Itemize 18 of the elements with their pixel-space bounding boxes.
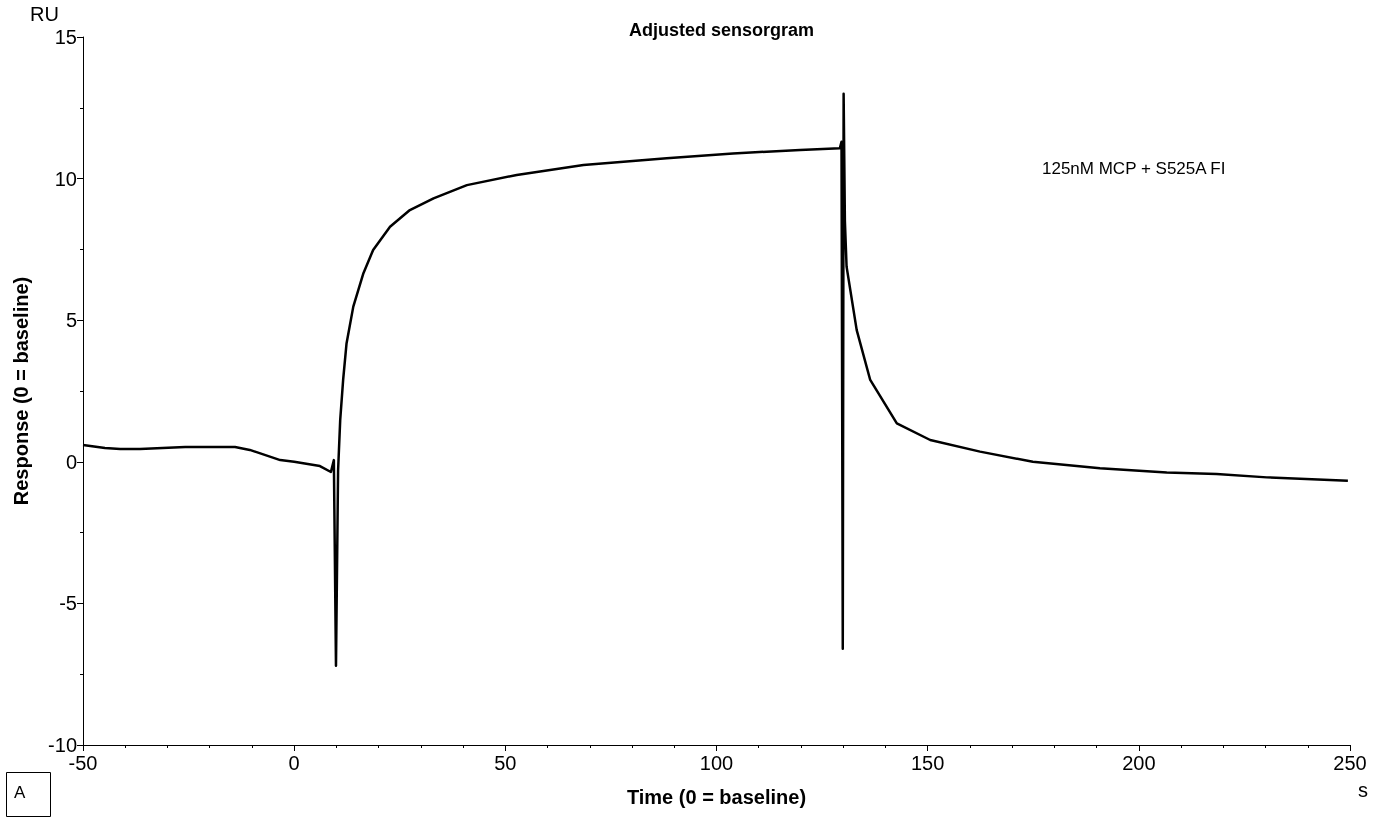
text: s: [1358, 779, 1368, 801]
y-tick-label: 10: [54, 167, 77, 190]
x-tick-label: 50: [494, 752, 517, 774]
chart-title: Adjusted sensorgram: [628, 20, 815, 40]
x-tick-label: 250: [1333, 752, 1367, 774]
x-tick-label: 150: [910, 752, 945, 774]
annotation: 125nM MCP + S525A FI: [1042, 159, 1226, 178]
y-axis-title: Response (0 = baseline): [10, 276, 32, 506]
y-tick-label: -5: [59, 592, 77, 615]
x-axis-title: Time (0 = baseline): [626, 786, 807, 808]
y-tick-label: 0: [65, 450, 77, 473]
y-tick-label: 5: [65, 309, 77, 332]
x-tick-label: 100: [699, 752, 734, 774]
x-tick-label: 0: [288, 752, 300, 774]
x-tick-label: 200: [1122, 752, 1156, 774]
text: A: [14, 783, 26, 802]
text: RU: [30, 3, 59, 25]
y-tick-label: 15: [54, 26, 77, 48]
